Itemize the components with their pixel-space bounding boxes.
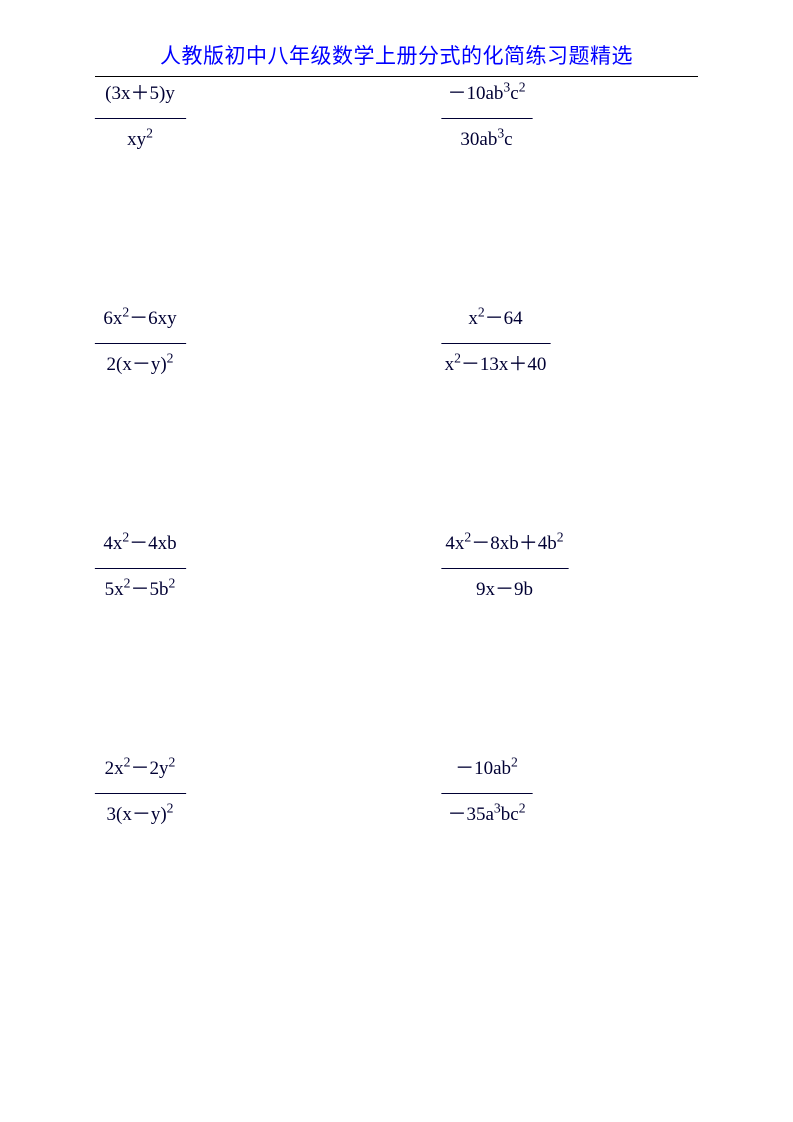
problems-grid: (3x＋5)y ————— xy2 －10ab3c2 ————— 30ab3c … bbox=[95, 81, 698, 981]
numerator: x2－64 bbox=[468, 306, 522, 333]
fraction-bar: ————— bbox=[95, 783, 185, 802]
fraction: 4x2－4xb ————— 5x2－5b2 bbox=[95, 531, 185, 603]
fraction: 4x2－8xb＋4b2 ——————— 9x－9b bbox=[442, 531, 568, 603]
fraction: x2－64 —————— x2－13x＋40 bbox=[442, 306, 550, 378]
fraction-bar: ————— bbox=[442, 108, 532, 127]
fraction: (3x＋5)y ————— xy2 bbox=[95, 81, 185, 153]
problem-cell: x2－64 —————— x2－13x＋40 bbox=[407, 306, 699, 531]
problem-cell: －10ab3c2 ————— 30ab3c bbox=[407, 81, 699, 306]
denominator: 5x2－5b2 bbox=[105, 577, 176, 604]
denominator: 3(x－y)2 bbox=[107, 802, 174, 829]
numerator: 2x2－2y2 bbox=[105, 756, 176, 783]
fraction-bar: —————— bbox=[442, 333, 550, 352]
fraction-bar: ————— bbox=[95, 333, 185, 352]
denominator: 2(x－y)2 bbox=[107, 352, 174, 379]
numerator: －10ab3c2 bbox=[447, 81, 525, 108]
fraction: 6x2－6xy ————— 2(x－y)2 bbox=[95, 306, 185, 378]
fraction-bar: ————— bbox=[442, 783, 532, 802]
page-title: 人教版初中八年级数学上册分式的化简练习题精选 bbox=[95, 40, 698, 70]
problem-cell: 4x2－4xb ————— 5x2－5b2 bbox=[95, 531, 387, 756]
problem-cell: －10ab2 ————— －35a3bc2 bbox=[407, 756, 699, 981]
problem-cell: (3x＋5)y ————— xy2 bbox=[95, 81, 387, 306]
numerator: 4x2－8xb＋4b2 bbox=[445, 531, 563, 558]
denominator: 30ab3c bbox=[460, 127, 512, 154]
denominator: －35a3bc2 bbox=[447, 802, 525, 829]
fraction-bar: ————— bbox=[95, 558, 185, 577]
numerator: －10ab2 bbox=[455, 756, 518, 783]
fraction: －10ab3c2 ————— 30ab3c bbox=[442, 81, 532, 153]
denominator: 9x－9b bbox=[476, 577, 533, 604]
fraction: 2x2－2y2 ————— 3(x－y)2 bbox=[95, 756, 185, 828]
problem-cell: 4x2－8xb＋4b2 ——————— 9x－9b bbox=[407, 531, 699, 756]
problem-cell: 2x2－2y2 ————— 3(x－y)2 bbox=[95, 756, 387, 981]
fraction-bar: ——————— bbox=[442, 558, 568, 577]
title-divider bbox=[95, 76, 698, 77]
denominator: xy2 bbox=[127, 127, 153, 154]
fraction-bar: ————— bbox=[95, 108, 185, 127]
numerator: 4x2－4xb bbox=[103, 531, 176, 558]
problem-cell: 6x2－6xy ————— 2(x－y)2 bbox=[95, 306, 387, 531]
numerator: 6x2－6xy bbox=[103, 306, 176, 333]
fraction: －10ab2 ————— －35a3bc2 bbox=[442, 756, 532, 828]
denominator: x2－13x＋40 bbox=[445, 352, 547, 379]
numerator: (3x＋5)y bbox=[105, 81, 175, 108]
